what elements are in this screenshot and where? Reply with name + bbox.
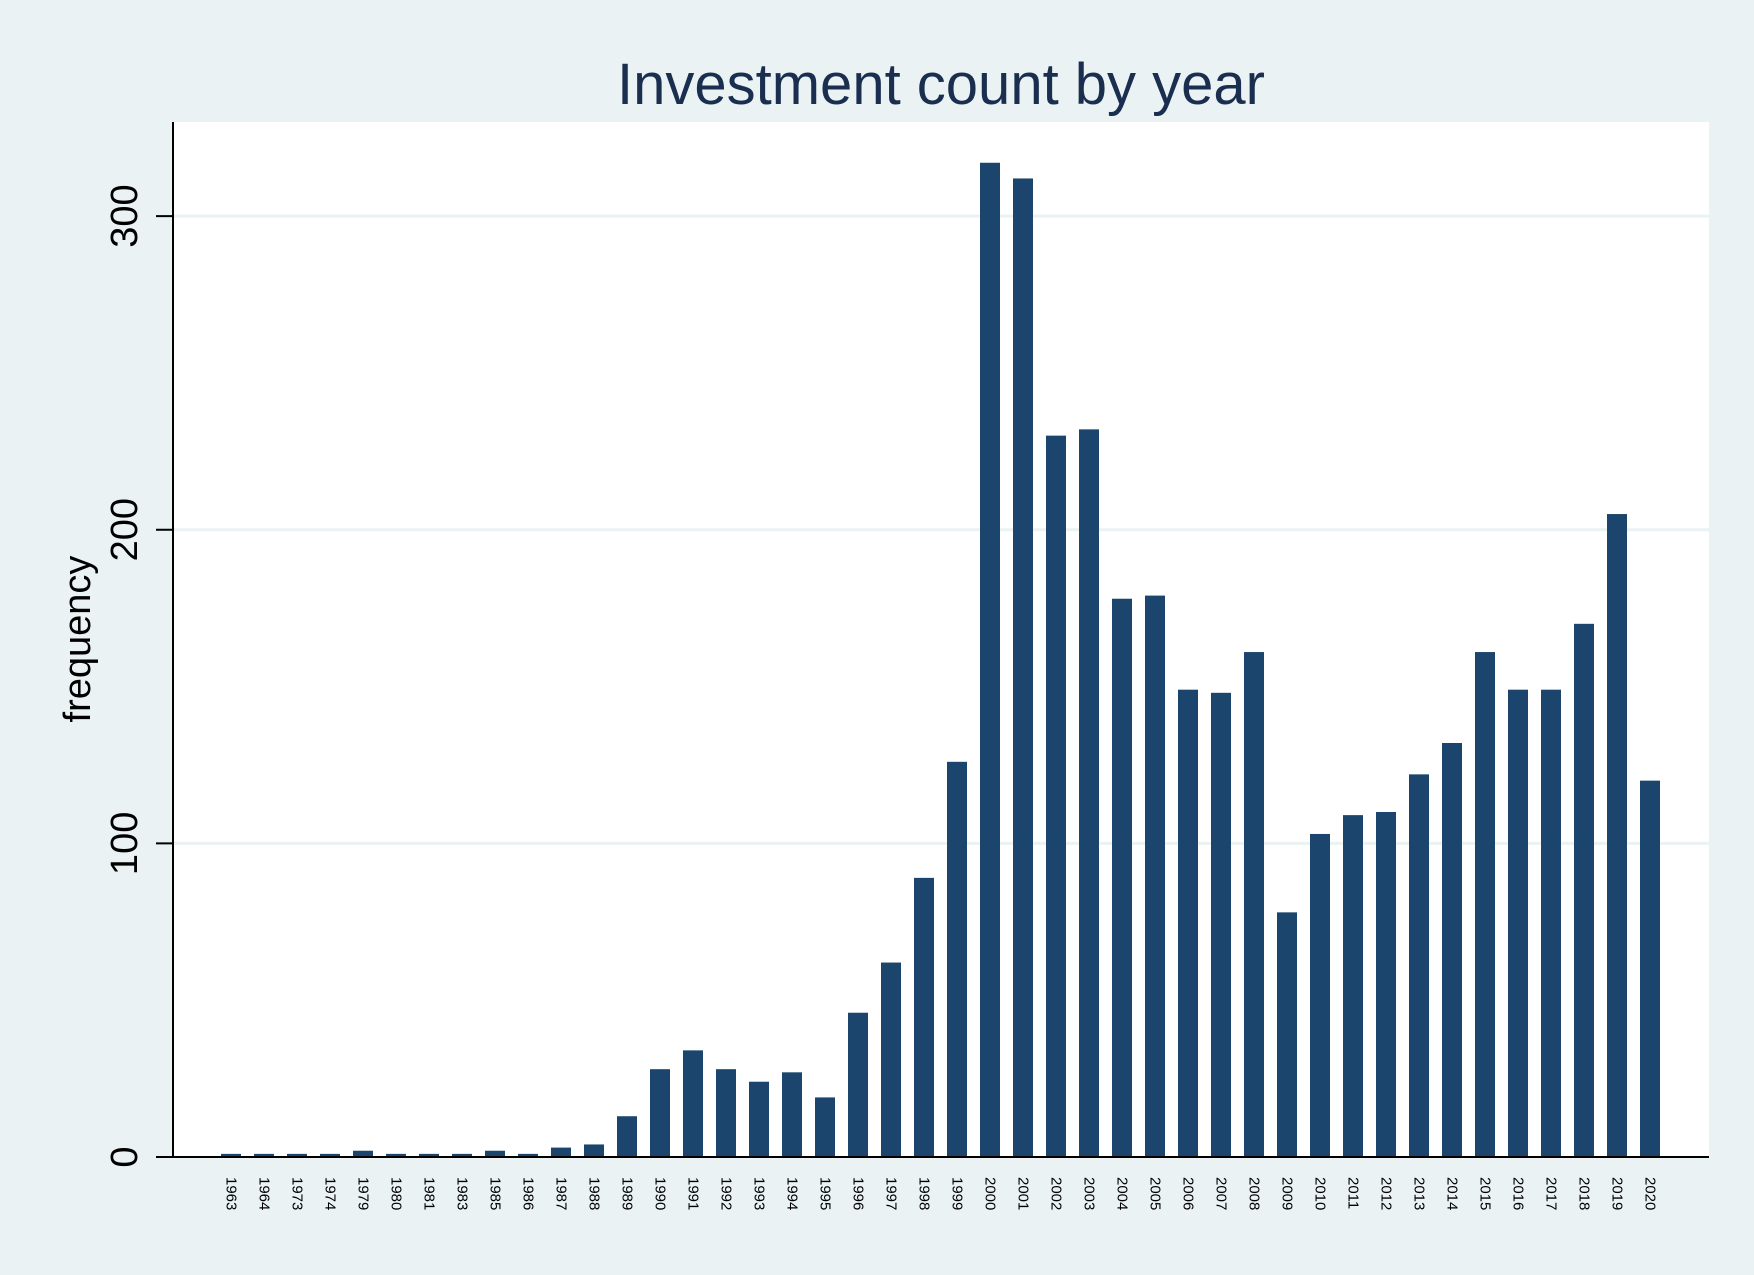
bar-1994 <box>782 1072 802 1157</box>
x-tick-label-1992: 1992 <box>718 1177 735 1210</box>
x-tick-label-1964: 1964 <box>256 1177 273 1210</box>
x-ticks: 1963 1964 1973 1974 1979 1980 1981 1983 1985 1986… <box>223 1177 1659 1210</box>
x-tick-label-1987: 1987 <box>553 1177 570 1210</box>
x-tick-label-2007: 2007 <box>1213 1177 1230 1210</box>
bars <box>221 162 1660 1158</box>
bar-1997 <box>881 962 901 1157</box>
x-tick-label-1995: 1995 <box>817 1177 834 1210</box>
x-tick-label-2016: 2016 <box>1510 1177 1527 1210</box>
x-tick-label-1989: 1989 <box>619 1177 636 1210</box>
bar-1974 <box>320 1153 340 1157</box>
x-tick-label-1994: 1994 <box>784 1177 801 1210</box>
bar-1992 <box>716 1069 736 1157</box>
x-tick-label-2018: 2018 <box>1576 1177 1593 1210</box>
x-tick-label-2015: 2015 <box>1477 1177 1494 1210</box>
x-tick-label-1979: 1979 <box>355 1177 372 1210</box>
x-tick-label-2010: 2010 <box>1312 1177 1329 1210</box>
bar-2015 <box>1475 652 1495 1157</box>
bar-2016 <box>1508 689 1528 1157</box>
x-tick-label-2006: 2006 <box>1180 1177 1197 1210</box>
bar-2003 <box>1079 429 1099 1157</box>
bar-1996 <box>848 1012 868 1157</box>
x-tick-label-2000: 2000 <box>982 1177 999 1210</box>
x-tick-label-2012: 2012 <box>1378 1177 1395 1210</box>
bar-2002 <box>1046 435 1066 1157</box>
x-tick-label-1981: 1981 <box>421 1177 438 1210</box>
x-tick-label-2020: 2020 <box>1642 1177 1659 1210</box>
x-tick-label-1980: 1980 <box>388 1177 405 1210</box>
bar-2020 <box>1640 780 1660 1157</box>
bar-1988 <box>584 1144 604 1157</box>
x-tick-label-2003: 2003 <box>1081 1177 1098 1210</box>
bar-1985 <box>485 1150 505 1157</box>
x-tick-label-1998: 1998 <box>916 1177 933 1210</box>
x-tick-label-2011: 2011 <box>1345 1177 1362 1209</box>
x-tick-label-2002: 2002 <box>1048 1177 1065 1210</box>
x-tick-label-1974: 1974 <box>322 1177 339 1210</box>
bar-2006 <box>1178 689 1198 1157</box>
x-tick-label-2019: 2019 <box>1609 1177 1626 1210</box>
x-tick-label-2009: 2009 <box>1279 1177 1296 1210</box>
bar-2001 <box>1013 178 1033 1158</box>
bar-1990 <box>650 1069 670 1157</box>
x-tick-label-1963: 1963 <box>223 1177 240 1210</box>
x-tick-label-2004: 2004 <box>1114 1177 1131 1210</box>
bar-2004 <box>1112 598 1132 1157</box>
bar-2012 <box>1376 812 1396 1157</box>
x-tick-label-2001: 2001 <box>1015 1177 1032 1210</box>
bar-2000 <box>980 162 1000 1158</box>
bar-1963 <box>221 1153 241 1157</box>
bar-2011 <box>1343 815 1363 1157</box>
bar-1980 <box>386 1153 406 1157</box>
x-tick-label-1986: 1986 <box>520 1177 537 1210</box>
y-ticks: 0 100 200 300 <box>104 184 173 1168</box>
bar-1999 <box>947 761 967 1157</box>
bar-1989 <box>617 1116 637 1157</box>
x-tick-label-2017: 2017 <box>1543 1177 1560 1210</box>
y-axis-label: frequency <box>57 556 99 723</box>
bar-1979 <box>353 1150 373 1157</box>
x-tick-label-1990: 1990 <box>652 1177 669 1210</box>
bar-1973 <box>287 1153 307 1157</box>
bar-2019 <box>1607 514 1627 1157</box>
bar-1983 <box>452 1153 472 1157</box>
bar-2005 <box>1145 595 1165 1157</box>
x-tick-label-1993: 1993 <box>751 1177 768 1210</box>
bar-1987 <box>551 1147 571 1157</box>
bar-1981 <box>419 1153 439 1157</box>
x-tick-label-2005: 2005 <box>1147 1177 1164 1210</box>
x-tick-label-1996: 1996 <box>850 1177 867 1210</box>
bar-2010 <box>1310 833 1330 1157</box>
x-tick-label-1985: 1985 <box>487 1177 504 1210</box>
bar-2008 <box>1244 652 1264 1157</box>
x-tick-label-1988: 1988 <box>586 1177 603 1210</box>
bar-2009 <box>1277 912 1297 1157</box>
x-tick-label-1991: 1991 <box>685 1177 702 1210</box>
x-tick-label-1973: 1973 <box>289 1177 306 1210</box>
x-tick-label-1997: 1997 <box>883 1177 900 1210</box>
y-tick-label-0: 0 <box>104 1146 146 1167</box>
bar-2007 <box>1211 692 1231 1157</box>
chart-title: Investment count by year <box>617 52 1265 117</box>
y-tick-label-200: 200 <box>104 498 146 561</box>
bar-1991 <box>683 1050 703 1157</box>
x-tick-label-2014: 2014 <box>1444 1177 1461 1210</box>
bar-1964 <box>254 1153 274 1157</box>
x-tick-label-1999: 1999 <box>949 1177 966 1210</box>
bar-2017 <box>1541 689 1561 1157</box>
x-tick-label-2008: 2008 <box>1246 1177 1263 1210</box>
bar-1993 <box>749 1081 769 1157</box>
bar-1986 <box>518 1153 538 1157</box>
bar-2013 <box>1409 774 1429 1157</box>
bar-2018 <box>1574 623 1594 1157</box>
y-tick-label-300: 300 <box>104 184 146 247</box>
bar-1998 <box>914 877 934 1157</box>
x-tick-label-2013: 2013 <box>1411 1177 1428 1210</box>
y-tick-label-100: 100 <box>104 812 146 875</box>
bar-2014 <box>1442 743 1462 1157</box>
bar-1995 <box>815 1097 835 1157</box>
x-tick-label-1983: 1983 <box>454 1177 471 1210</box>
